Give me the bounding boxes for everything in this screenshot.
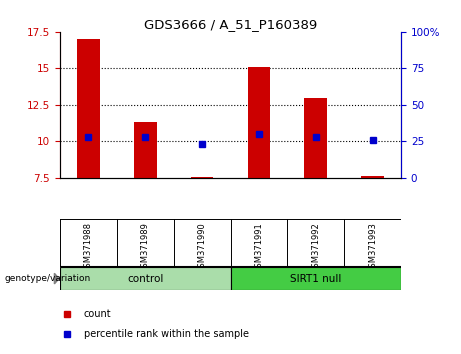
Text: GSM371991: GSM371991 [254,222,263,273]
Text: GSM371989: GSM371989 [141,222,150,273]
Text: percentile rank within the sample: percentile rank within the sample [84,329,249,339]
Bar [60,267,230,290]
Polygon shape [54,273,59,284]
Bar [304,97,327,178]
Text: GSM371992: GSM371992 [311,222,320,273]
Bar [248,67,270,178]
Bar [191,177,213,178]
Text: control: control [127,274,163,284]
Bar [134,122,157,178]
Text: GSM371988: GSM371988 [84,222,93,273]
Text: GSM371990: GSM371990 [198,222,207,273]
Text: genotype/variation: genotype/variation [5,274,91,283]
Title: GDS3666 / A_51_P160389: GDS3666 / A_51_P160389 [144,18,317,31]
Text: GSM371993: GSM371993 [368,222,377,273]
Bar [77,39,100,178]
Text: count: count [84,309,112,319]
Bar [361,176,384,178]
Text: SIRT1 null: SIRT1 null [290,274,342,284]
Bar [230,267,401,290]
